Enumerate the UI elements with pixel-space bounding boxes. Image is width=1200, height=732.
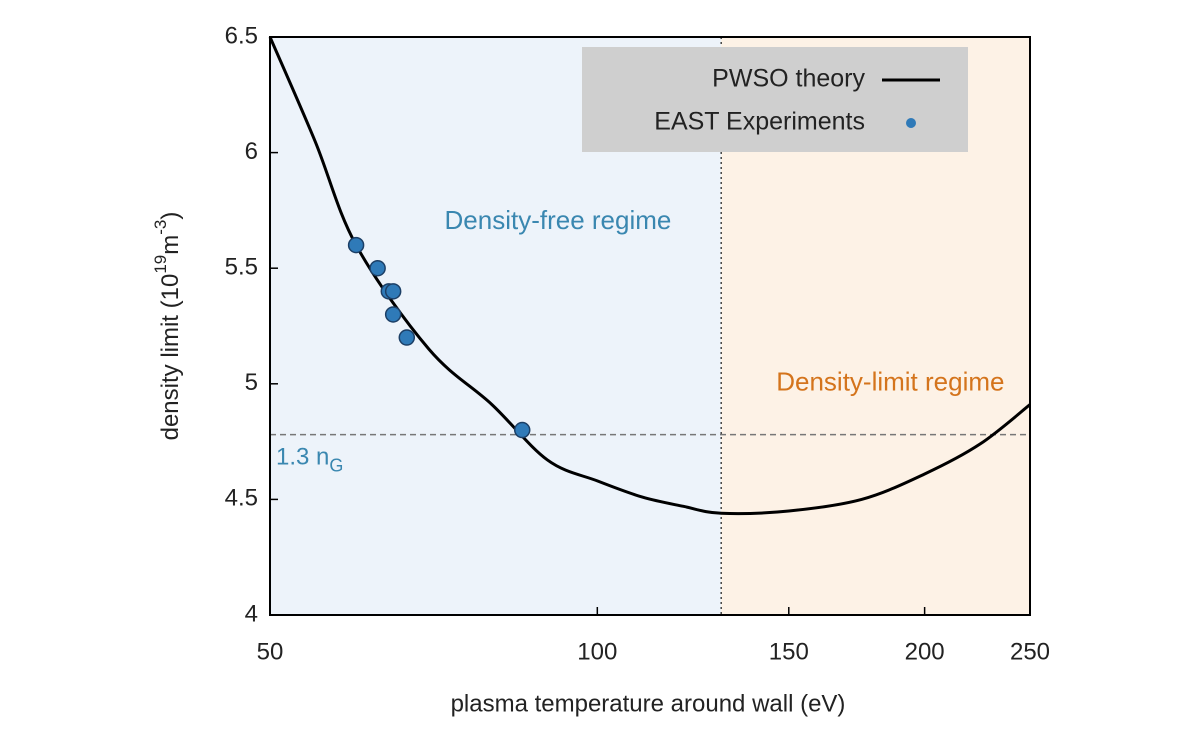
threshold-label: 1.3 nG: [276, 444, 343, 475]
data-point: [398, 329, 416, 346]
y-axis-label: density limit (1019m-3): [151, 212, 184, 441]
threshold-label-sub: G: [329, 455, 343, 475]
data-point: [384, 306, 402, 323]
y-axis-label-part: m: [157, 235, 184, 255]
y-tick-label: 5.5: [225, 254, 258, 281]
y-axis-label-part: density limit (10: [157, 274, 184, 441]
x-tick-label: 250: [1010, 638, 1050, 665]
x-tick-label: 150: [769, 638, 809, 665]
region-label: Density-limit regime: [776, 367, 1004, 397]
legend-label: EAST Experiments: [654, 108, 865, 136]
y-axis-label-part: -3: [151, 220, 170, 235]
data-point: [513, 421, 531, 439]
legend-swatch: [906, 118, 916, 128]
y-tick-label: 6.5: [225, 22, 258, 49]
region-label: Density-free regime: [445, 205, 672, 235]
y-tick-label: 4.5: [225, 485, 258, 512]
y-axis-label-part: 19: [151, 255, 170, 274]
x-tick-label: 200: [905, 638, 945, 665]
x-tick-label: 100: [577, 638, 617, 665]
data-point: [347, 236, 365, 254]
legend-box: [582, 47, 968, 152]
plot-frame: [269, 36, 1031, 616]
x-axis-label: plasma temperature around wall (eV): [451, 690, 846, 717]
threshold-label-text: 1.3 n: [276, 444, 329, 471]
legend-label: PWSO theory: [712, 65, 865, 93]
x-tick-label: 50: [257, 638, 284, 665]
y-tick-label: 4: [245, 600, 258, 627]
data-point: [369, 259, 386, 277]
data-point: [384, 283, 402, 300]
y-tick-label: 6: [245, 138, 258, 165]
y-axis-label-part: ): [157, 212, 184, 220]
y-tick-label: 5: [245, 369, 258, 396]
